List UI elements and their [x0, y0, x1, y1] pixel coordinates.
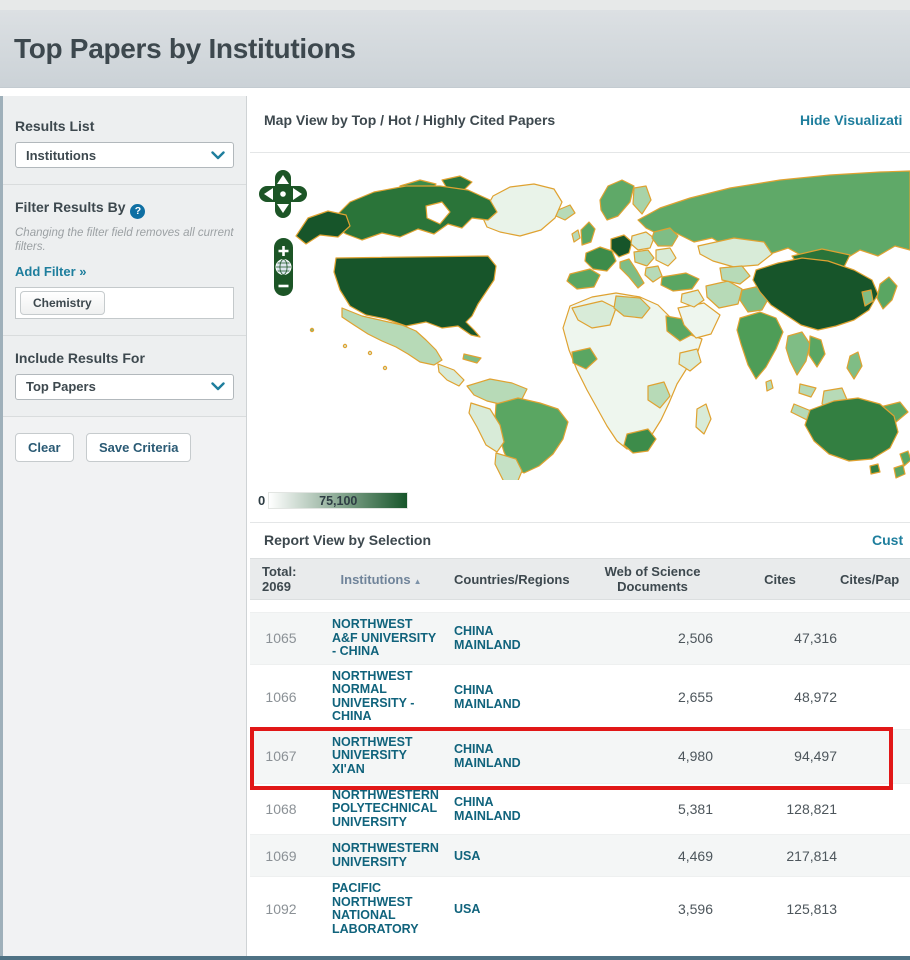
country-cell: CHINA MAINLAND — [450, 795, 585, 823]
wos-documents-cell: 4,469 — [585, 848, 720, 864]
table-row: 1065 NORTHWEST A&F UNIVERSITY - CHINA CH… — [250, 612, 910, 664]
cites-cell: 48,972 — [720, 689, 840, 705]
customize-link[interactable]: Cust — [872, 532, 903, 548]
chevron-down-icon — [211, 382, 225, 391]
rank-cell: 1068 — [250, 801, 312, 817]
column-header-cites[interactable]: Cites — [720, 572, 840, 587]
institutions-table: Total: 2069 Institutions▲ Countries/Regi… — [250, 558, 910, 941]
report-view-header: Report View by Selection Cust — [250, 532, 910, 552]
include-results-dropdown[interactable]: Top Papers — [15, 374, 234, 400]
wos-documents-cell: 2,506 — [585, 630, 720, 646]
table-row: 1066 NORTHWEST NORMAL UNIVERSITY - CHINA… — [250, 664, 910, 729]
table-row: 1068 NORTHWESTERN POLYTECHNICAL UNIVERSI… — [250, 783, 910, 835]
wos-documents-cell: 4,980 — [585, 748, 720, 764]
table-row: 1069 NORTHWESTERN UNIVERSITY USA 4,469 2… — [250, 834, 910, 876]
rank-cell: 1066 — [250, 689, 312, 705]
total-label: Total: — [262, 564, 312, 579]
cites-cell: 128,821 — [720, 801, 840, 817]
institution-link[interactable]: NORTHWEST NORMAL UNIVERSITY - CHINA — [312, 670, 450, 724]
hide-visualization-link[interactable]: Hide Visualizati — [800, 112, 902, 128]
map-view-title: Map View by Top / Hot / Highly Cited Pap… — [264, 112, 555, 128]
sidebar-footer: Clear Save Criteria — [3, 416, 246, 960]
cites-cell: 217,814 — [720, 848, 840, 864]
bottom-bar — [0, 956, 910, 960]
divider — [250, 152, 910, 153]
sort-ascending-icon: ▲ — [414, 577, 422, 586]
help-icon[interactable]: ? — [130, 204, 145, 219]
country-cell: CHINA MAINLAND — [450, 742, 585, 770]
cites-cell: 47,316 — [720, 630, 840, 646]
results-list-dropdown[interactable]: Institutions — [15, 142, 234, 168]
wos-documents-cell: 2,655 — [585, 689, 720, 705]
institution-link[interactable]: NORTHWESTERN UNIVERSITY — [312, 842, 450, 869]
table-row-highlighted: 1067 NORTHWEST UNIVERSITY XI'AN CHINA MA… — [250, 729, 910, 783]
main-panel: Map View by Top / Hot / Highly Cited Pap… — [250, 96, 910, 956]
include-results-value: Top Papers — [26, 379, 96, 394]
app-header: Top Papers by Institutions — [0, 10, 910, 88]
legend-mid-value: 75,100 — [319, 494, 357, 508]
map-legend: 0 75,100 — [258, 492, 408, 509]
wos-documents-cell: 5,381 — [585, 801, 720, 817]
column-header-institutions[interactable]: Institutions▲ — [312, 572, 450, 587]
chevron-down-icon — [211, 151, 225, 160]
institution-link[interactable]: NORTHWESTERN POLYTECHNICAL UNIVERSITY — [312, 789, 450, 830]
top-strip — [0, 0, 910, 10]
divider — [250, 522, 910, 523]
country-cell: CHINA MAINLAND — [450, 624, 585, 652]
add-filter-link[interactable]: Add Filter » — [15, 264, 87, 279]
country-cell: CHINA MAINLAND — [450, 683, 585, 711]
country-cell: USA — [450, 849, 585, 863]
table-row: 1092 PACIFIC NORTHWEST NATIONAL LABORATO… — [250, 876, 910, 941]
cites-cell: 94,497 — [720, 748, 840, 764]
column-header-countries[interactable]: Countries/Regions — [450, 572, 585, 587]
rank-cell: 1092 — [250, 901, 312, 917]
institution-link[interactable]: PACIFIC NORTHWEST NATIONAL LABORATORY — [312, 882, 450, 936]
table-header-row: Total: 2069 Institutions▲ Countries/Regi… — [250, 558, 910, 600]
filter-results-label: Filter Results By — [15, 199, 125, 215]
rank-cell: 1069 — [250, 848, 312, 864]
page-title: Top Papers by Institutions — [14, 33, 356, 65]
rank-cell: 1065 — [250, 630, 312, 646]
include-results-label: Include Results For — [15, 350, 234, 366]
map-view-header: Map View by Top / Hot / Highly Cited Pap… — [250, 110, 910, 130]
world-map[interactable] — [250, 158, 910, 480]
filter-note: Changing the filter field removes all cu… — [15, 226, 234, 254]
map-pan-control[interactable] — [259, 170, 307, 218]
institution-link[interactable]: NORTHWEST UNIVERSITY XI'AN — [312, 736, 450, 777]
filters-sidebar: Results List Institutions Filter Results… — [3, 96, 247, 956]
rank-cell: 1067 — [250, 748, 312, 764]
table-gap — [250, 600, 910, 612]
results-list-value: Institutions — [26, 148, 96, 163]
column-header-cites-per-paper[interactable]: Cites/Pap — [840, 572, 910, 587]
clear-button[interactable]: Clear — [15, 433, 74, 462]
report-view-title: Report View by Selection — [264, 532, 431, 548]
country-cell: USA — [450, 902, 585, 916]
column-header-wos-documents[interactable]: Web of Science Documents — [585, 564, 720, 594]
save-criteria-button[interactable]: Save Criteria — [86, 433, 192, 462]
results-list-label: Results List — [15, 118, 234, 134]
legend-gradient-bar: 75,100 — [268, 492, 408, 509]
filter-chip-chemistry[interactable]: Chemistry — [20, 291, 105, 315]
legend-min-value: 0 — [258, 493, 265, 508]
cites-cell: 125,813 — [720, 901, 840, 917]
wos-documents-cell: 3,596 — [585, 901, 720, 917]
total-value: 2069 — [262, 579, 312, 594]
map-zoom-control[interactable] — [274, 238, 293, 296]
active-filters-box: Chemistry — [15, 287, 234, 319]
institution-link[interactable]: NORTHWEST A&F UNIVERSITY - CHINA — [312, 618, 450, 659]
